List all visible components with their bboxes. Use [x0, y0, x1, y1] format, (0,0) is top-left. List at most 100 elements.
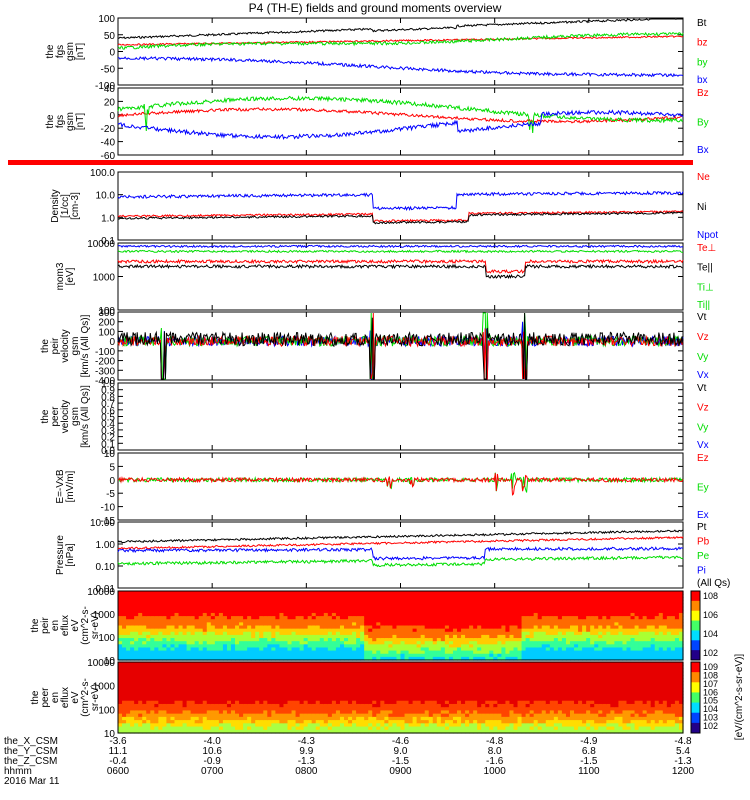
xaxis-time: 1200 — [672, 766, 695, 777]
legend-Pb: Pb — [697, 537, 710, 548]
ylabel-line: [mV/m] — [65, 470, 76, 502]
ytick-label: 0 — [109, 48, 115, 59]
colorbar-tick: 108 — [703, 670, 718, 680]
ytick-label: 10000 — [87, 239, 115, 250]
ylabel-line: [nT] — [75, 113, 86, 130]
ytick-label: 100 — [98, 306, 115, 317]
colorbar-tick: 106 — [703, 687, 718, 697]
ytick-label: 0.3 — [101, 426, 115, 437]
ylabel-line: fgs — [55, 115, 66, 128]
xaxis-row-label: the_Z_CSM — [4, 756, 57, 767]
xaxis-ygsm: 6.8 — [582, 746, 596, 757]
legend-by: by — [697, 57, 708, 68]
legend-Ez: Ez — [697, 453, 709, 464]
legend-Pi: Pi — [697, 566, 706, 577]
ylabel-line: sr-eV) — [90, 612, 101, 639]
colorbar-tick: 103 — [703, 713, 718, 723]
ytick-label: 1.0 — [101, 213, 115, 224]
series-Te-perp — [117, 258, 684, 274]
legend-Vx: Vx — [697, 370, 709, 381]
ytick-label: 40 — [104, 84, 116, 95]
ytick-label: 10000 — [87, 658, 115, 669]
ylabel-line: [km/s (All Qs)] — [80, 385, 91, 448]
series-Vz — [117, 312, 684, 380]
series-Ni — [117, 211, 684, 225]
legend-Ti||: Ti|| — [697, 300, 710, 311]
series-Vt — [117, 312, 684, 380]
ytick-label: 10.0 — [96, 191, 116, 202]
xaxis-xgsm: -4.9 — [580, 736, 598, 747]
xaxis-zgsm: -1.3 — [298, 756, 316, 767]
ylabel-line: eflux — [60, 615, 71, 636]
ylabel-line: velocity — [60, 329, 71, 362]
legend-Vz: Vz — [697, 403, 709, 414]
ytick-label: -200 — [95, 357, 115, 368]
series-Vy — [117, 312, 684, 380]
legend-Bz: Bz — [697, 88, 709, 99]
colorbar-tick: 108 — [703, 591, 718, 601]
ylabel-line: gsm — [70, 407, 81, 426]
panel-p9: 10000 1000 100 10 the peir en eflux eV (cm^2-s-sr… — [30, 587, 684, 667]
ylabel-line: peir — [40, 616, 51, 633]
ytick-label: 1000 — [93, 610, 116, 621]
series-bz — [117, 35, 684, 46]
ylabel-line: Density — [50, 189, 61, 222]
ylabel-line: [km/s (All Qs)] — [80, 314, 91, 377]
ylabel-line: [nT] — [75, 43, 86, 60]
legend-Te||: Te|| — [697, 263, 713, 274]
colorbar-tick: 106 — [703, 610, 718, 620]
ytick-label: 0.10 — [96, 562, 116, 573]
panel-p2: 40 20 0 -20 -40 -60 the fgs gsm [nT] Bz By Bx — [45, 84, 709, 162]
ytick-label: 100 — [98, 705, 115, 716]
ylabel-line: [nPa] — [65, 543, 76, 567]
series-Ti-par — [117, 244, 684, 249]
ylabel-line: mom3 — [55, 262, 66, 290]
xaxis-ygsm: 11.1 — [109, 746, 128, 757]
series-Pt — [117, 529, 684, 544]
series-By — [117, 95, 684, 134]
ytick-label: 0.5 — [101, 413, 115, 424]
ytick-label: 200 — [98, 318, 115, 329]
ylabel-line: Pressure — [55, 535, 66, 575]
series-Ti-perp — [117, 249, 684, 254]
ylabel-line: the — [45, 114, 56, 128]
ytick-label: 20 — [104, 97, 116, 108]
quality-bar — [8, 160, 693, 165]
colorbar-tick: 102 — [703, 721, 718, 731]
figure-title: P4 (TH-E) fields and ground moments over… — [248, 1, 502, 15]
xaxis-time: 0800 — [295, 766, 318, 777]
xaxis-ygsm: 9.9 — [299, 746, 313, 757]
ytick-label: 0.9 — [101, 386, 115, 397]
ylabel-line: sr-eV) — [90, 684, 101, 711]
ytick-label: 0.0 — [101, 446, 115, 457]
ylabel-line: gsm — [70, 337, 81, 356]
xaxis-zgsm: -0.4 — [109, 756, 127, 767]
xaxis-xgsm: -4.8 — [674, 736, 692, 747]
ytick-label: 1.0 — [101, 379, 115, 390]
ylabel-line: fgs — [55, 45, 66, 58]
ytick-label: 10 — [104, 656, 116, 667]
xaxis-row-label: the_X_CSM — [4, 736, 58, 747]
ylabel-line: peir — [50, 337, 61, 354]
legend-Vt: Vt — [697, 383, 707, 394]
ytick-label: 300 — [98, 308, 115, 319]
legend-Ex: Ex — [697, 510, 709, 521]
colorbar-label: [eV/(cm^2-s-sr-eV)] — [734, 654, 745, 741]
legend-Pe: Pe — [697, 551, 710, 562]
ytick-label: 1.00 — [96, 540, 116, 551]
xaxis-time: 1100 — [578, 766, 600, 777]
xaxis-xgsm: -4.3 — [298, 736, 316, 747]
xaxis-row-label: hhmm — [4, 766, 32, 777]
series-Pb — [117, 536, 684, 551]
xaxis-zgsm: -1.3 — [674, 756, 692, 767]
legend-Te⊥: Te⊥ — [697, 243, 716, 254]
ylabel-line: [cm-3] — [70, 192, 81, 220]
xaxis-zgsm: -1.5 — [580, 756, 598, 767]
ytick-label: 0.1 — [101, 439, 115, 450]
colorbar-tick: 109 — [703, 662, 718, 672]
ylabel-line: (cm^2-s- — [80, 606, 91, 645]
xaxis-xgsm: -4.0 — [204, 736, 222, 747]
xaxis-row-label: 2016 Mar 11 — [4, 776, 60, 787]
